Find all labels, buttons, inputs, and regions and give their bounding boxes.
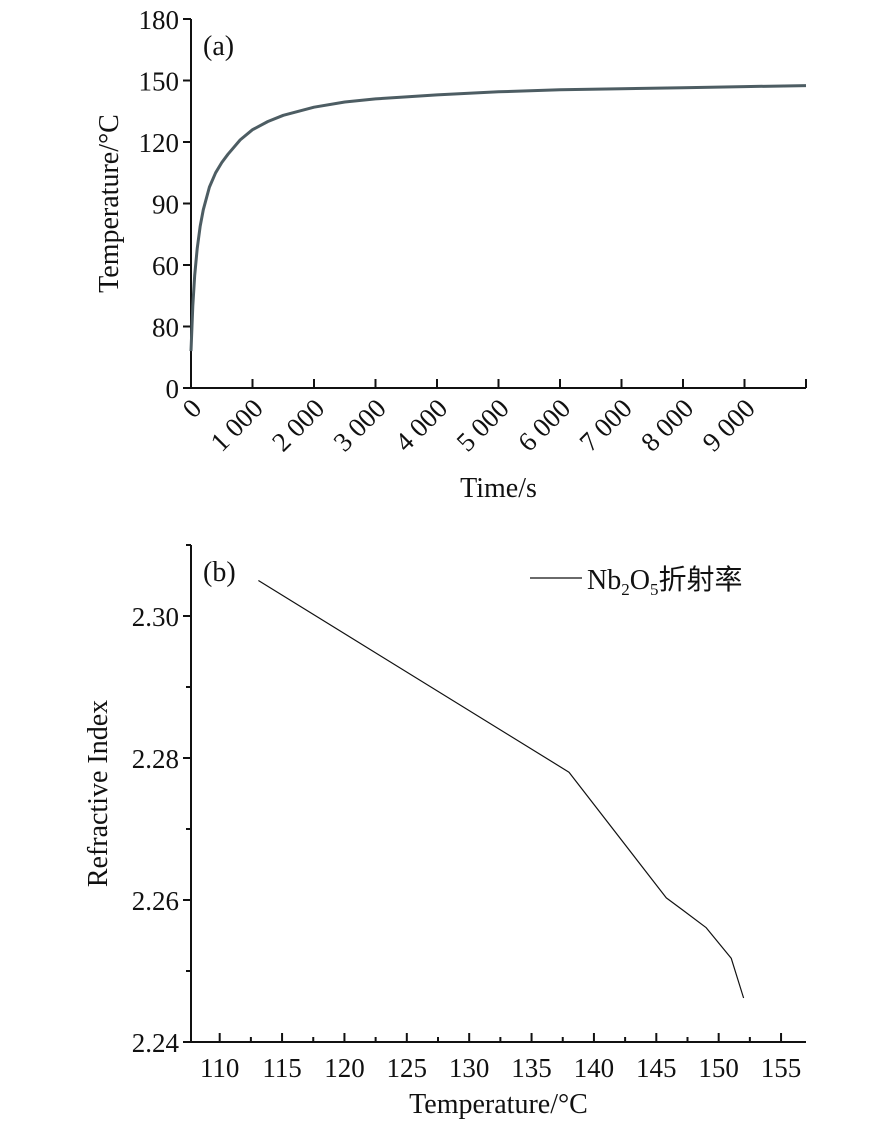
panel-b: 110 115 120 125 130 135 140 145 150 155 2.24 2.26 2.… [83, 544, 806, 1120]
legend-label-part: Nb [587, 565, 621, 596]
y-tick-label: 2.30 [132, 602, 179, 632]
legend-label-part: 折射率 [658, 564, 742, 596]
x-tick-label: 145 [636, 1053, 677, 1083]
x-tick-label: 135 [511, 1053, 552, 1083]
y-tick-label: 60 [152, 251, 179, 281]
x-tick-label: 7 000 [574, 393, 638, 457]
x-tick-label: 125 [387, 1053, 428, 1083]
legend-label-part: 5 [650, 580, 659, 599]
x-tick-label: 4 000 [389, 393, 453, 457]
x-tick-label: 0 [176, 393, 207, 424]
y-tick-label: 80 [152, 313, 179, 343]
y-tick-label: 2.24 [132, 1028, 180, 1058]
series-line [189, 84, 807, 352]
y-tick-label: 90 [152, 190, 179, 220]
legend-label-part: 2 [621, 580, 630, 599]
x-tick-label: 110 [200, 1053, 240, 1083]
panel-label: (b) [203, 557, 236, 588]
x-axis-title: Temperature/°C [409, 1089, 588, 1120]
x-tick-label: 150 [698, 1053, 739, 1083]
panel-label: (a) [203, 31, 234, 62]
series-line [258, 579, 745, 999]
x-tick-label: 1 000 [205, 393, 269, 457]
y-axis-title: Refractive Index [83, 700, 114, 887]
y-tick-label: 2.26 [132, 886, 179, 916]
legend-label: Nb2O5折射率 [587, 564, 742, 599]
y-axis-title: Temperature/°C [94, 114, 125, 293]
x-tick-label: 115 [262, 1053, 302, 1083]
x-tick-label: 155 [761, 1053, 802, 1083]
x-tick-label: 130 [449, 1053, 490, 1083]
y-tick-label: 150 [139, 67, 180, 97]
x-tick-label: 120 [324, 1053, 365, 1083]
y-tick-label: 0 [166, 374, 180, 404]
x-axis-title: Time/s [460, 473, 537, 504]
legend: Nb2O5折射率 [530, 564, 742, 599]
y-tick-label: 180 [139, 5, 180, 35]
x-tick-label: 140 [574, 1053, 615, 1083]
x-tick-label: 3 000 [328, 393, 392, 457]
x-tick-label: 8 000 [635, 393, 699, 457]
x-tick-label: 2 000 [266, 393, 330, 457]
legend-label-part: O [630, 565, 650, 596]
x-tick-label: 5 000 [451, 393, 515, 457]
x-tick-label: 6 000 [512, 393, 576, 457]
y-tick-label: 2.28 [132, 744, 179, 774]
x-tick-label: 9 000 [697, 393, 761, 457]
y-tick-label: 120 [139, 128, 180, 158]
